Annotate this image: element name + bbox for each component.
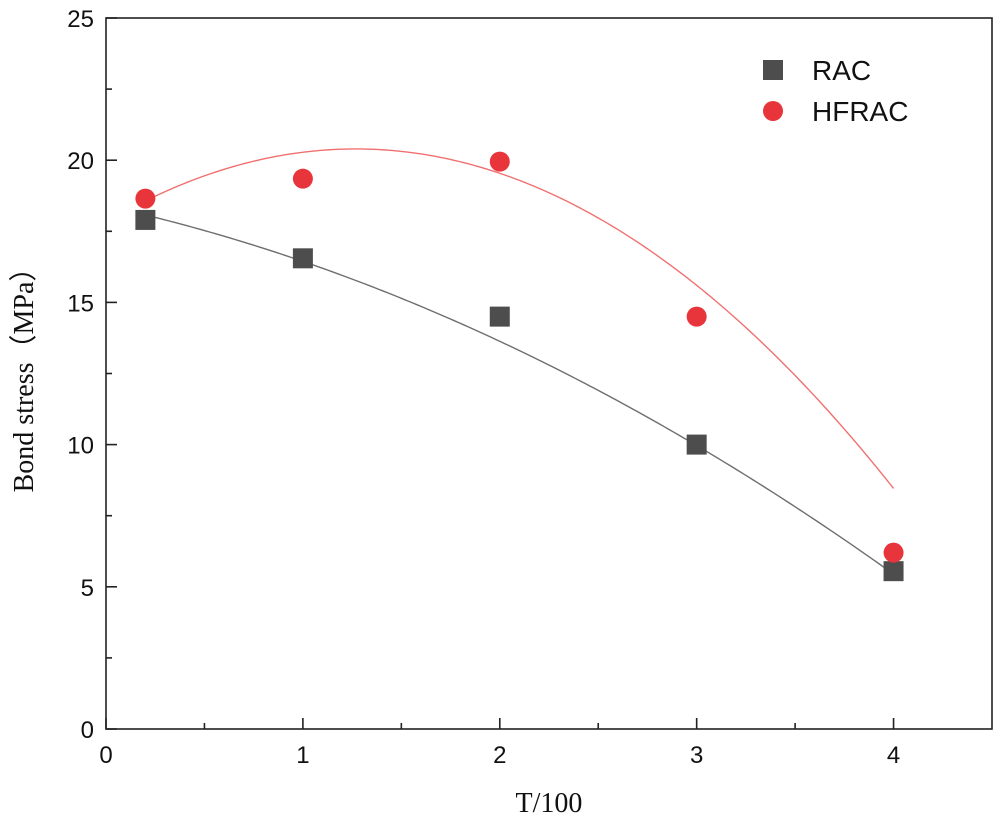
x-tick-label: 2: [493, 742, 506, 769]
y-tick-label: 15: [67, 290, 94, 317]
x-tick-label: 0: [99, 742, 112, 769]
point-rac: [686, 434, 707, 455]
axis-ticks: [105, 17, 895, 730]
data-points: [135, 151, 904, 582]
point-hfrac: [135, 188, 156, 209]
y-axis-title: Bond stress（MPa）: [8, 254, 40, 493]
legend-label-rac: RAC: [812, 55, 871, 86]
point-rac: [883, 561, 904, 582]
x-tick-label: 1: [296, 742, 309, 769]
legend-marker-hfrac: [763, 101, 783, 121]
point-hfrac: [883, 542, 904, 563]
fit-line-rac: [145, 214, 894, 575]
y-tick-label: 10: [67, 433, 94, 460]
x-tick-label: 3: [690, 742, 703, 769]
y-tick-label: 20: [67, 148, 94, 175]
legend-marker-rac: [763, 60, 783, 80]
y-tick-label: 5: [81, 575, 94, 602]
point-rac: [489, 306, 510, 327]
x-axis-title: T/100: [516, 788, 583, 819]
x-tick-label: 4: [887, 742, 900, 769]
point-rac: [135, 209, 156, 230]
fit-curves: [145, 148, 895, 575]
point-hfrac: [489, 151, 510, 172]
point-rac: [292, 248, 313, 269]
y-tick-label: 25: [67, 6, 94, 33]
y-tick-label: 0: [81, 717, 94, 744]
fit-line-hfrac: [145, 148, 895, 489]
point-hfrac: [686, 306, 707, 327]
axis-tick-labels: 0 1 2 3 4 0 5 10 15 20 25: [67, 6, 900, 769]
legend: RAC HFRAC: [763, 55, 908, 127]
legend-label-hfrac: HFRAC: [812, 96, 908, 127]
point-hfrac: [292, 168, 313, 189]
